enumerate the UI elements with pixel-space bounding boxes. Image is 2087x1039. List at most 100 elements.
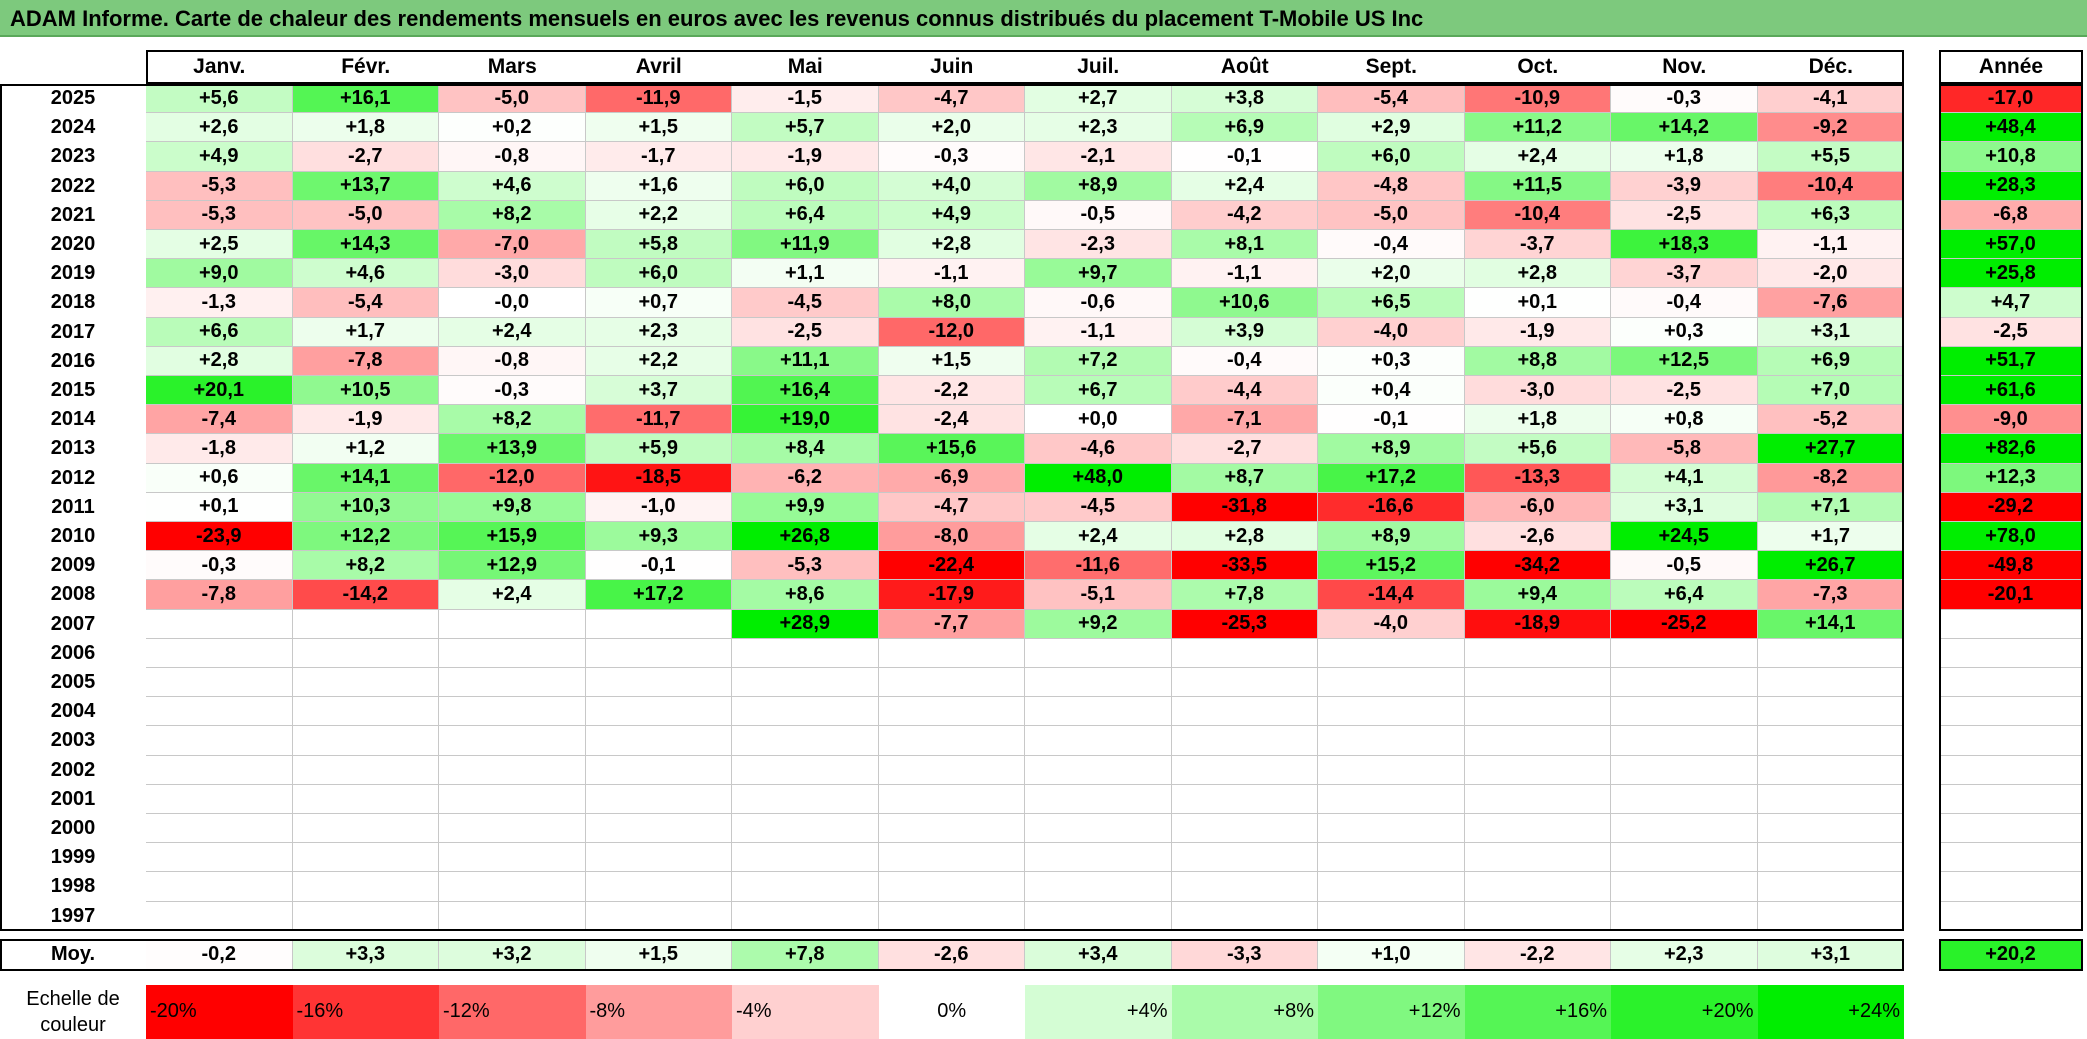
title-bar: ADAM Informe. Carte de chaleur des rende… [0, 0, 2087, 37]
annual-cell: -29,2 [1939, 492, 2083, 522]
color-scale-step: -12% [439, 984, 586, 1039]
heatmap-cell [1757, 668, 1904, 698]
heatmap-cell: -4,7 [878, 492, 1025, 522]
color-scale-step: -4% [732, 984, 879, 1039]
heatmap-cell: +8,9 [1318, 434, 1465, 464]
heatmap-cell: +15,9 [439, 522, 586, 552]
column-header: Déc. [1757, 50, 1904, 84]
heatmap-cell: -3,9 [1611, 171, 1758, 201]
annual-cell: +78,0 [1939, 522, 2083, 552]
heatmap-cell: -7,8 [292, 346, 439, 376]
annual-cell: +12,3 [1939, 463, 2083, 493]
color-scale-step: -20% [146, 984, 293, 1039]
heatmap-cell [1611, 784, 1758, 814]
row-year-label: 2005 [50, 671, 96, 694]
heatmap-cell: +2,4 [1025, 522, 1172, 552]
annual-cell: -6,8 [1939, 200, 2083, 230]
heatmap-cell: +4,9 [146, 142, 293, 172]
heatmap-cell: -11,9 [585, 84, 732, 114]
heatmap-cell: +11,2 [1464, 113, 1611, 143]
heatmap-cell: -1,5 [732, 84, 879, 114]
heatmap-cell [1171, 814, 1318, 844]
heatmap-cell: +7,8 [1171, 580, 1318, 610]
row-year-label: 2008 [50, 583, 96, 606]
heatmap-cell: +9,0 [146, 259, 293, 289]
heatmap-cell: -0,5 [1025, 200, 1172, 230]
heatmap-cell: +8,2 [439, 405, 586, 435]
annual-cell [1939, 668, 2083, 698]
heatmap-cell [585, 814, 732, 844]
annual-cell [1939, 872, 2083, 902]
heatmap-cell: -2,0 [1757, 259, 1904, 289]
heatmap-cell: +26,8 [732, 522, 879, 552]
heatmap-cell: -9,2 [1757, 113, 1904, 143]
heatmap-cell: +8,9 [1025, 171, 1172, 201]
heatmap-cell: -4,6 [1025, 434, 1172, 464]
color-scale-step: +12% [1318, 984, 1465, 1039]
annual-cell: +57,0 [1939, 230, 2083, 260]
heatmap-cell [878, 755, 1025, 785]
heatmap-cell: -0,1 [1171, 142, 1318, 172]
heatmap-cell [1171, 843, 1318, 873]
heatmap-cell: +9,9 [732, 492, 879, 522]
heatmap-cell: +1,5 [585, 113, 732, 143]
heatmap-cell [1757, 726, 1904, 756]
heatmap-cell [1318, 814, 1465, 844]
heatmap-cell: +13,9 [439, 434, 586, 464]
heatmap-cell: -2,5 [732, 317, 879, 347]
average-cell: -2,6 [878, 938, 1025, 971]
heatmap-cell [1318, 755, 1465, 785]
row-year-label: 2006 [50, 641, 96, 664]
heatmap-cell [146, 872, 293, 902]
heatmap-cell [585, 872, 732, 902]
heatmap-cell: +5,8 [585, 230, 732, 260]
row-year-label: 2007 [50, 612, 96, 635]
row-year-label: 2010 [50, 525, 96, 548]
heatmap-cell: -8,0 [878, 522, 1025, 552]
heatmap-cell: +8,2 [292, 551, 439, 581]
heatmap-cell: -6,2 [732, 463, 879, 493]
heatmap-cell: +12,2 [292, 522, 439, 552]
heatmap-cell: +48,0 [1025, 463, 1172, 493]
heatmap-cell [1611, 638, 1758, 668]
heatmap-cell: +8,8 [1464, 346, 1611, 376]
heatmap-cell: -5,3 [146, 200, 293, 230]
heatmap-cell: -1,1 [1171, 259, 1318, 289]
heatmap-cell: +0,2 [439, 113, 586, 143]
heatmap-cell: +2,8 [1464, 259, 1611, 289]
heatmap-cell: +2,4 [1171, 171, 1318, 201]
heatmap-cell: +1,1 [732, 259, 879, 289]
heatmap-cell [1611, 697, 1758, 727]
heatmap-cell [732, 901, 879, 931]
heatmap-cell: -3,7 [1611, 259, 1758, 289]
heatmap-cell [732, 726, 879, 756]
heatmap-cell [439, 843, 586, 873]
heatmap-cell: +2,9 [1318, 113, 1465, 143]
heatmap-cell: -1,1 [1025, 317, 1172, 347]
heatmap-cell: -5,0 [1318, 200, 1465, 230]
heatmap-cell: +19,0 [732, 405, 879, 435]
heatmap-cell [146, 726, 293, 756]
heatmap-cell: -5,3 [732, 551, 879, 581]
heatmap-cell [1318, 638, 1465, 668]
color-scale-step: -8% [585, 984, 732, 1039]
heatmap-cell: -5,4 [1318, 84, 1465, 114]
heatmap-cell: +14,1 [292, 463, 439, 493]
annual-cell [1939, 638, 2083, 668]
heatmap-cell [146, 668, 293, 698]
heatmap-cell: -0,3 [1611, 84, 1758, 114]
heatmap-cell: -1,8 [146, 434, 293, 464]
annual-cell [1939, 726, 2083, 756]
heatmap-cell: -0,3 [439, 376, 586, 406]
heatmap-cell: -4,5 [1025, 492, 1172, 522]
annual-cell: +4,7 [1939, 288, 2083, 318]
heatmap-cell: +3,1 [1611, 492, 1758, 522]
heatmap-cell [1611, 668, 1758, 698]
heatmap-cell [1318, 843, 1465, 873]
heatmap-cell: +4,1 [1611, 463, 1758, 493]
heatmap-cell: +5,6 [146, 84, 293, 114]
heatmap-cell [878, 697, 1025, 727]
heatmap-cell [1171, 872, 1318, 902]
heatmap-cell [292, 668, 439, 698]
heatmap-cell: +15,6 [878, 434, 1025, 464]
